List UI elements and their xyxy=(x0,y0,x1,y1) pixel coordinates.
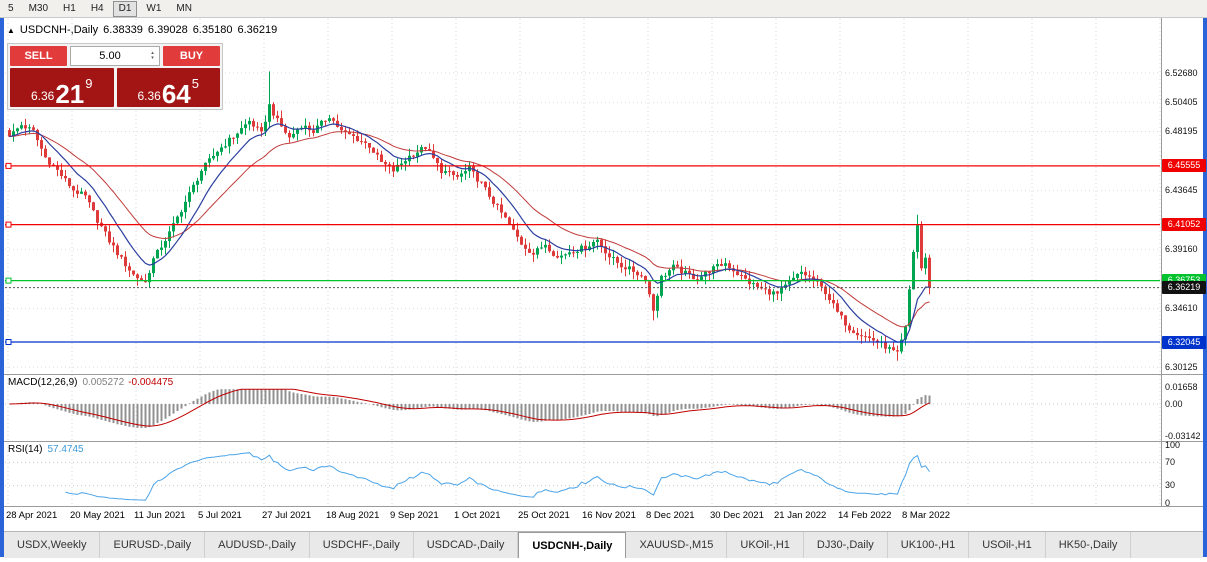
symbol-ohlc-header: ▲ USDCNH-,Daily 6.38339 6.39028 6.35180 6.362… xyxy=(7,24,282,36)
timeframe-button-w1[interactable]: W1 xyxy=(146,2,162,14)
symbol-name: USDCNH-,Daily xyxy=(19,24,99,36)
time-axis-label: 14 Feb 2022 xyxy=(838,510,892,521)
rsi-axis-label: 0 xyxy=(1165,497,1171,508)
rsi-value: 57.4745 xyxy=(47,444,84,455)
sell-price-prefix: 6.36 xyxy=(30,89,55,103)
time-axis-label: 1 Oct 2021 xyxy=(454,510,501,521)
buy-price-display[interactable]: 6.36 64 5 xyxy=(116,68,220,109)
macd-signal-value: -0.004475 xyxy=(128,377,174,388)
time-axis-label: 25 Oct 2021 xyxy=(518,510,570,521)
lot-size-input[interactable] xyxy=(71,49,159,63)
chart-tab-ukoil-h1[interactable]: UKOil-,H1 xyxy=(727,532,804,558)
time-axis-label: 9 Sep 2021 xyxy=(390,510,439,521)
chart-tab-usdcnh-daily[interactable]: USDCNH-,Daily xyxy=(518,532,627,558)
lot-size-field: ▴ ▾ xyxy=(70,46,160,66)
time-axis-label: 11 Jun 2021 xyxy=(134,510,186,521)
rsi-indicator-label: RSI(14) 57.4745 xyxy=(8,444,84,455)
spinner-up-icon[interactable]: ▴ xyxy=(151,50,154,56)
timeframe-button-m30[interactable]: M30 xyxy=(28,2,49,14)
price-axis-label: 6.34610 xyxy=(1165,303,1198,314)
time-axis-label: 8 Dec 2021 xyxy=(646,510,695,521)
rsi-indicator xyxy=(65,452,930,501)
horizontal-lines[interactable] xyxy=(5,162,1160,345)
panel-separators xyxy=(0,18,1203,507)
open-value: 6.38339 xyxy=(103,24,143,36)
macd-indicator xyxy=(9,388,931,428)
time-axis-label: 8 Mar 2022 xyxy=(902,510,951,521)
low-value: 6.35180 xyxy=(192,24,233,36)
time-axis-label: 28 Apr 2021 xyxy=(6,510,58,521)
price-axis-label: 6.39160 xyxy=(1165,243,1198,254)
current-price-box: 6.36219 xyxy=(1162,281,1206,295)
chart-tab-usdx-weekly[interactable]: USDX,Weekly xyxy=(4,532,101,558)
price-axis-label: 6.50405 xyxy=(1165,97,1198,108)
chart-tab-usdchf-daily[interactable]: USDCHF-,Daily xyxy=(310,532,414,558)
chart-tab-dj30-daily[interactable]: DJ30-,Daily xyxy=(804,532,888,558)
lot-spinner: ▴ ▾ xyxy=(147,47,158,65)
rsi-axis-label: 100 xyxy=(1165,439,1181,450)
price-axis-label: 6.30125 xyxy=(1165,361,1198,372)
timeframe-button-h1[interactable]: H1 xyxy=(63,2,76,14)
time-axis-label: 5 Jul 2021 xyxy=(198,510,242,521)
price-axis-label: 6.52680 xyxy=(1165,67,1198,78)
candlesticks xyxy=(8,71,931,361)
price-level-box: 6.41052 xyxy=(1162,218,1206,232)
timeframe-button-h4[interactable]: H4 xyxy=(90,2,104,14)
chart-tab-usdcad-daily[interactable]: USDCAD-,Daily xyxy=(414,532,519,558)
buy-button[interactable]: BUY xyxy=(163,46,220,66)
rsi-axis-label: 30 xyxy=(1165,480,1176,491)
time-axis-label: 18 Aug 2021 xyxy=(326,510,380,521)
chart-tab-bar: USDX,Weekly EURUSD-,Daily AUDUSD-,Daily USD… xyxy=(4,531,1203,558)
price-level-box: 6.32045 xyxy=(1162,335,1206,349)
time-axis-label: 27 Jul 2021 xyxy=(262,510,312,521)
timeframe-toolbar: 5 M30 H1 H4 D1 W1 MN xyxy=(0,0,1207,18)
high-value: 6.39028 xyxy=(147,24,188,36)
sell-price-pips: 21 xyxy=(55,79,85,109)
price-level-box: 6.45555 xyxy=(1162,159,1206,173)
buy-price-pipette: 5 xyxy=(191,76,199,91)
sell-button[interactable]: SELL xyxy=(10,46,67,66)
macd-axis-label: -0.03142 xyxy=(1165,430,1201,441)
time-axis-label: 21 Jan 2022 xyxy=(774,510,827,521)
chart-tab-eurusd-daily[interactable]: EURUSD-,Daily xyxy=(100,532,206,558)
timeframe-button-5[interactable]: 5 xyxy=(8,2,14,14)
sell-price-pipette: 9 xyxy=(85,76,93,91)
timeframe-button-mn[interactable]: MN xyxy=(176,2,192,14)
chart-tab-usoil-h1[interactable]: USOil-,H1 xyxy=(969,532,1046,558)
collapse-arrow-icon[interactable]: ▲ xyxy=(7,26,15,35)
chart-tab-xauusd-m15[interactable]: XAUUSD-,M15 xyxy=(626,532,728,558)
price-axis-label: 6.48195 xyxy=(1165,126,1198,136)
chart-tab-uk100-h1[interactable]: UK100-,H1 xyxy=(888,532,970,558)
time-axis-label: 20 May 2021 xyxy=(70,510,125,521)
window-border-left xyxy=(0,18,4,557)
rsi-axis-label: 70 xyxy=(1165,456,1176,467)
moving-averages xyxy=(9,123,930,343)
close-value: 6.36219 xyxy=(237,24,278,36)
spinner-down-icon[interactable]: ▾ xyxy=(151,55,154,61)
time-axis-label: 16 Nov 2021 xyxy=(582,510,636,521)
chart-tab-audusd-daily[interactable]: AUDUSD-,Daily xyxy=(205,532,310,558)
buy-price-pips: 64 xyxy=(161,79,191,109)
macd-axis-label: 0.01658 xyxy=(1165,381,1198,392)
macd-name: MACD(12,26,9) xyxy=(8,377,78,388)
macd-main-value: 0.005272 xyxy=(82,377,125,388)
rsi-name: RSI(14) xyxy=(8,444,43,455)
price-axis-label: 6.43645 xyxy=(1165,185,1198,196)
macd-indicator-label: MACD(12,26,9) 0.005272 -0.004475 xyxy=(8,377,173,388)
time-axis-label: 30 Dec 2021 xyxy=(710,510,764,521)
one-click-trading-panel: SELL ▴ ▾ BUY 6.36 21 9 6.36 64 5 xyxy=(7,43,223,110)
buy-price-prefix: 6.36 xyxy=(137,89,161,103)
chart-tab-hk50-daily[interactable]: HK50-,Daily xyxy=(1046,532,1132,558)
sell-price-display[interactable]: 6.36 21 9 xyxy=(10,68,114,107)
macd-axis-label: 0.00 xyxy=(1165,398,1183,409)
timeframe-button-d1[interactable]: D1 xyxy=(112,0,138,17)
price-axis[interactable]: 6.52680 6.50405 6.48195 6.43645 6.39160 6.346… xyxy=(1162,0,1207,531)
